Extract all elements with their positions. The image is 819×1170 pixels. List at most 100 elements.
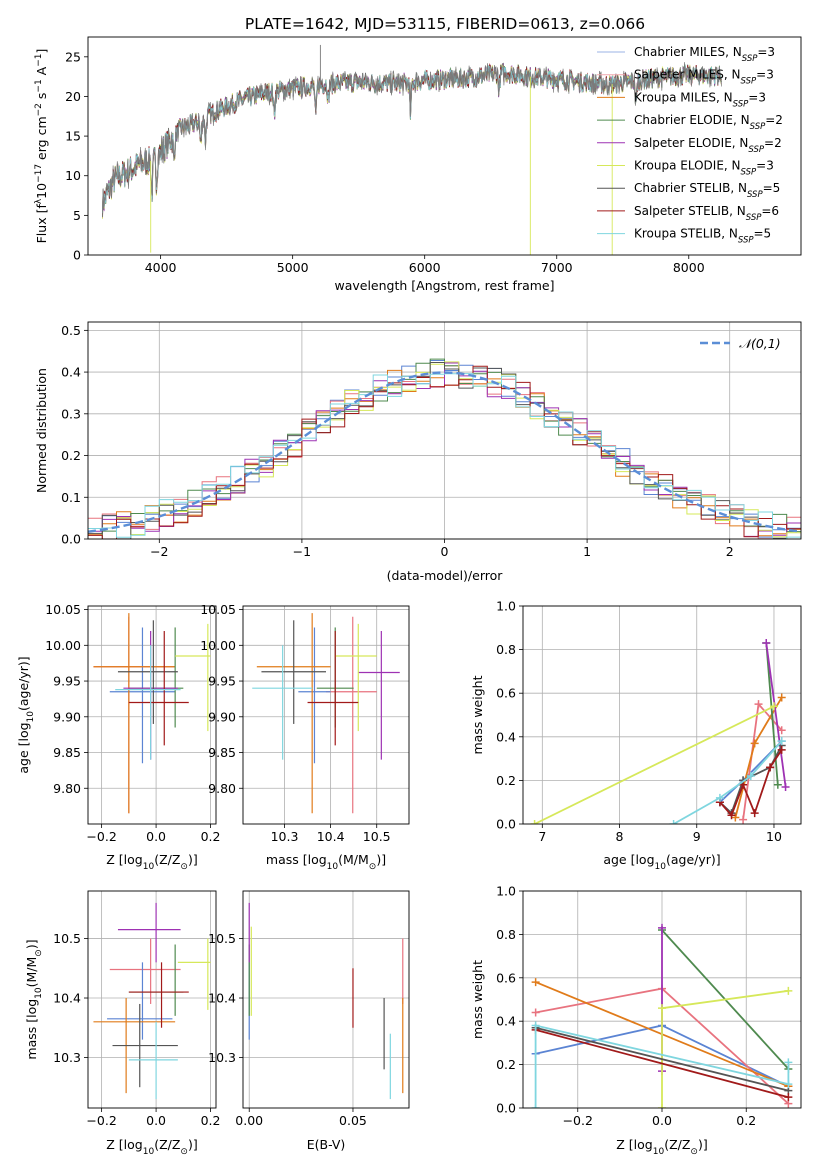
y-tick-label: 10.3 xyxy=(53,1050,81,1065)
error-point xyxy=(128,962,189,1028)
x-tick-label: −2 xyxy=(150,544,168,559)
legend-label-part: Chabrier MILES, N xyxy=(634,45,742,59)
weight-marker xyxy=(777,745,786,754)
label-part: age [log xyxy=(603,852,654,867)
observed-spectrum xyxy=(102,62,722,218)
y-tick-label: 10.5 xyxy=(208,931,236,946)
legend-label-part: SSP xyxy=(738,236,754,246)
x-tick-label: 0.2 xyxy=(736,1113,756,1128)
x-tick-label: −0.2 xyxy=(563,1113,593,1128)
label-part: )] xyxy=(188,1137,198,1152)
x-tick-label: 0 xyxy=(441,544,449,559)
residual-histogram xyxy=(88,362,801,537)
weight-marker xyxy=(531,1104,540,1108)
legend-label-part: Chabrier ELODIE, N xyxy=(634,113,750,127)
panel-age_vs_mass: 10.3 10.4 10.5 9.80 9.85 9.90 9.95 10.00 10.05 ma… xyxy=(200,602,410,872)
label-part: λ xyxy=(34,198,44,204)
x-axis-label: (data-model)/error xyxy=(387,568,504,583)
error-point xyxy=(298,627,331,764)
label-part: erg cm xyxy=(34,116,49,164)
legend-label-part: =5 xyxy=(754,227,772,241)
y-tick-label: 0.0 xyxy=(61,532,81,547)
error-point xyxy=(307,631,359,746)
weight-marker xyxy=(530,820,539,824)
axes-frame xyxy=(522,890,802,1109)
axes-frame xyxy=(522,605,802,825)
x-tick-label: 0.05 xyxy=(339,1113,367,1128)
weight-marker xyxy=(658,923,666,932)
error-point xyxy=(128,631,189,746)
weight-marker xyxy=(773,780,782,789)
legend-label-part: SSP xyxy=(750,122,766,132)
label-part: 10 xyxy=(34,183,49,199)
x-tick-label: 0.2 xyxy=(201,829,221,844)
label-part: (age/yr)] xyxy=(16,656,31,711)
x-tick-label: 1 xyxy=(583,544,591,559)
x-tick-label: 0.0 xyxy=(652,1113,672,1128)
residual-histogram xyxy=(88,365,801,539)
label-part: ] xyxy=(34,49,49,54)
legend-label-part: Kroupa STELIB, N xyxy=(634,227,738,241)
y-tick-label: 10.00 xyxy=(200,638,236,653)
weight-series xyxy=(534,1024,790,1108)
x-tick-label: 10.3 xyxy=(271,829,299,844)
x-tick-label: 10 xyxy=(766,829,782,844)
weight-series xyxy=(719,749,783,818)
label-part: −2 xyxy=(34,103,44,116)
legend-label-part: SSP xyxy=(742,54,758,64)
legend-label: 𝒩(0,1) xyxy=(739,336,781,351)
y-tick-label: 9.95 xyxy=(53,674,81,689)
label-part: s xyxy=(34,93,49,104)
y-tick-label: 0.3 xyxy=(61,406,81,421)
plot-area xyxy=(531,923,793,1108)
axes-frame xyxy=(87,890,217,1109)
y-tick-label: 10.5 xyxy=(53,931,81,946)
y-tick-label: 9.85 xyxy=(53,745,81,760)
label-part: 10 xyxy=(143,862,155,872)
x-tick-label: 0.2 xyxy=(201,1113,221,1128)
y-tick-label: 10.05 xyxy=(45,602,81,617)
gaussian-curve xyxy=(88,371,801,533)
error-point xyxy=(335,623,377,732)
legend-label-part: SSP xyxy=(746,213,762,223)
error-point xyxy=(117,620,178,724)
legend-label: Salpeter STELIB, NSSP=6 xyxy=(634,204,779,223)
plot-area xyxy=(88,358,801,539)
legend-label-part: SSP xyxy=(733,99,749,109)
legend: 𝒩(0,1) xyxy=(700,336,781,351)
legend-label-part: SSP xyxy=(748,145,764,155)
legend-label-part: =6 xyxy=(761,204,779,218)
legend-label-part: Salpeter ELODIE, N xyxy=(634,136,748,150)
error-point xyxy=(109,938,181,1004)
weight-marker xyxy=(766,763,775,772)
weight-marker xyxy=(750,739,759,748)
y-tick-label: 25 xyxy=(65,49,81,64)
y-tick-label: 1.0 xyxy=(496,884,516,899)
y-tick-label: 9.90 xyxy=(208,709,236,724)
label-part: ⊙ xyxy=(34,949,44,957)
legend-label: Salpeter ELODIE, NSSP=2 xyxy=(634,136,782,155)
legend-label-part: Salpeter MILES, N xyxy=(634,68,741,82)
y-tick-label: 0.6 xyxy=(496,686,516,701)
label-part: mass [log xyxy=(266,852,327,867)
y-axis-label: age [log10(age/yr)] xyxy=(16,656,36,773)
label-part: 10 xyxy=(653,1147,665,1157)
weight-marker xyxy=(784,1093,793,1102)
x-tick-label: 10.4 xyxy=(317,829,345,844)
weight-marker xyxy=(777,737,786,746)
label-part: mass [log xyxy=(24,999,39,1060)
label-part: ⊙ xyxy=(369,862,377,872)
label-part: −1 xyxy=(34,54,44,67)
y-tick-label: 10.4 xyxy=(208,991,236,1006)
x-tick-label: 2 xyxy=(726,544,734,559)
y-axis-label: mass [log10(M/M⊙)] xyxy=(24,939,44,1059)
x-tick-label: 9 xyxy=(693,829,701,844)
x-tick-label: −0.2 xyxy=(86,1113,116,1128)
error-point xyxy=(117,902,181,963)
label-part: 10 xyxy=(143,1147,155,1157)
label-part: A xyxy=(34,66,49,79)
legend-label-part: Chabrier STELIB, N xyxy=(634,181,747,195)
weight-marker xyxy=(769,702,778,711)
